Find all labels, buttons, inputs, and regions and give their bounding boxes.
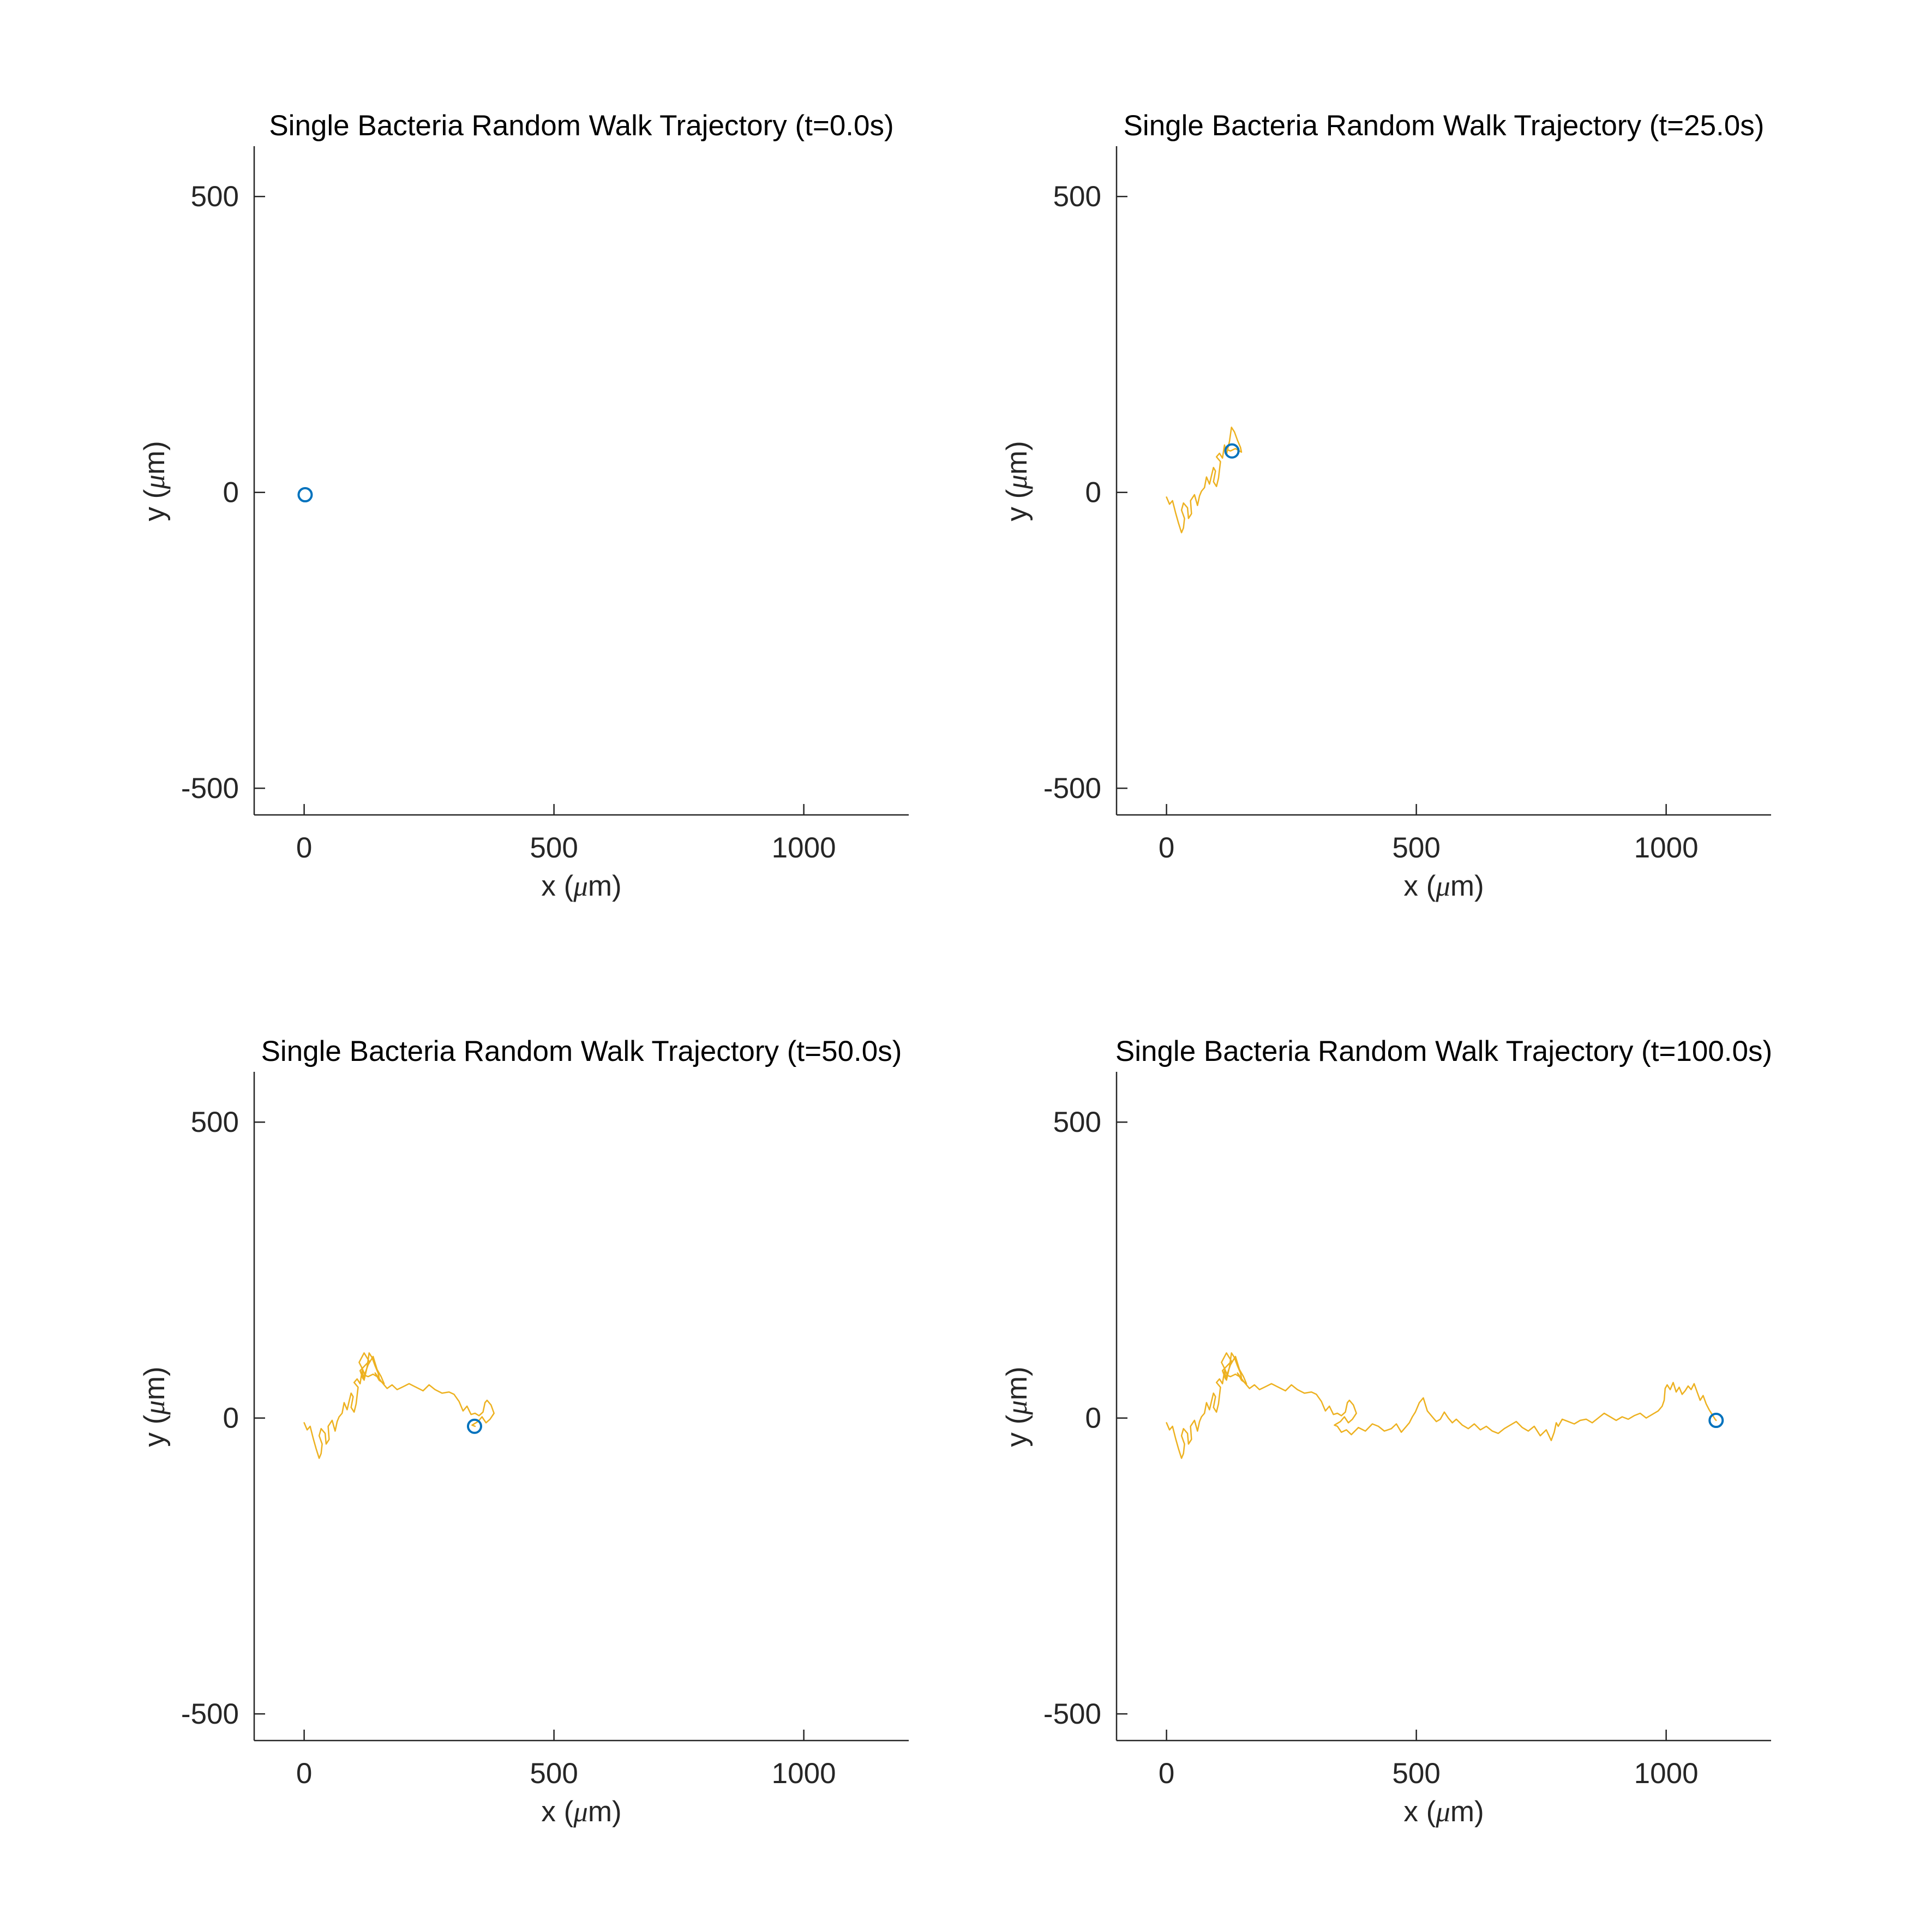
- subplot-2-trajectory-line: [1166, 427, 1243, 533]
- subplot-3-y-tick-label: -500: [181, 1698, 239, 1730]
- subplot-1-x-tick-label: 1000: [772, 832, 836, 864]
- subplot-3: Single Bacteria Random Walk Trajectory (…: [139, 1035, 909, 1828]
- subplot-1-y-tick-label: -500: [181, 772, 239, 805]
- subplot-2-x-axis-label: x (μm): [1403, 870, 1484, 902]
- subplot-1-y-tick-label: 500: [191, 181, 239, 213]
- subplot-4-y-tick-label: -500: [1043, 1698, 1101, 1730]
- subplot-1-title: Single Bacteria Random Walk Trajectory (…: [269, 110, 893, 142]
- subplot-2-y-axis-label: y (μm): [1001, 441, 1033, 521]
- subplot-3-y-tick-label: 500: [191, 1106, 239, 1138]
- subplot-4-y-axis-label: y (μm): [1001, 1366, 1033, 1447]
- subplot-4-position-marker: [1708, 1413, 1724, 1429]
- subplot-1-plot-area: 0 500 1000 -500 0 500: [181, 146, 909, 864]
- subplot-4-y-tick-label: 0: [1085, 1402, 1101, 1435]
- subplot-2-x-tick-label: 500: [1392, 832, 1440, 864]
- subplot-4-x-tick-label: 1000: [1634, 1757, 1699, 1790]
- subplot-4-x-axis-label: x (μm): [1403, 1796, 1484, 1828]
- subplot-3-trajectory-line: [303, 1352, 495, 1459]
- subplot-4-trajectory-line: [1166, 1352, 1717, 1459]
- subplot-2-title: Single Bacteria Random Walk Trajectory (…: [1124, 110, 1765, 142]
- subplot-4-title: Single Bacteria Random Walk Trajectory (…: [1115, 1035, 1772, 1067]
- subplot-2-position-marker: [1224, 443, 1240, 459]
- subplot-1: Single Bacteria Random Walk Trajectory (…: [139, 110, 909, 902]
- subplot-3-x-tick-label: 1000: [772, 1757, 836, 1790]
- subplot-2-plot-area: 0 500 1000 -500 0 500: [1043, 146, 1771, 864]
- subplot-1-x-axis-label: x (μm): [541, 870, 621, 902]
- subplot-2-y-tick-label: 500: [1053, 181, 1101, 213]
- subplot-4: Single Bacteria Random Walk Trajectory (…: [1001, 1035, 1772, 1828]
- subplot-3-x-axis-label: x (μm): [541, 1796, 621, 1828]
- subplot-2-y-tick-label: -500: [1043, 772, 1101, 805]
- subplot-1-y-tick-label: 0: [223, 477, 239, 509]
- subplot-4-x-tick-label: 0: [1159, 1757, 1174, 1790]
- subplot-1-position-marker: [297, 487, 313, 503]
- subplot-4-plot-area: 0 500 1000 -500 0 500: [1043, 1072, 1771, 1790]
- subplot-2-y-tick-label: 0: [1085, 477, 1101, 509]
- subplot-3-position-marker: [466, 1418, 482, 1434]
- subplot-3-y-axis-label: y (μm): [139, 1366, 171, 1447]
- subplot-4-y-tick-label: 500: [1053, 1106, 1101, 1138]
- subplot-2-x-tick-label: 1000: [1634, 832, 1699, 864]
- subplot-1-y-axis-label: y (μm): [139, 441, 171, 521]
- subplot-2: Single Bacteria Random Walk Trajectory (…: [1001, 110, 1771, 902]
- subplot-3-y-tick-label: 0: [223, 1402, 239, 1435]
- subplot-1-x-tick-label: 500: [530, 832, 578, 864]
- subplot-3-plot-area: 0 500 1000 -500 0 500: [181, 1072, 909, 1790]
- subplot-1-x-tick-label: 0: [296, 832, 312, 864]
- subplot-3-x-tick-label: 0: [296, 1757, 312, 1790]
- subplot-3-x-tick-label: 500: [530, 1757, 578, 1790]
- subplot-4-x-tick-label: 500: [1392, 1757, 1440, 1790]
- subplot-2-x-tick-label: 0: [1159, 832, 1174, 864]
- subplot-3-title: Single Bacteria Random Walk Trajectory (…: [261, 1035, 902, 1067]
